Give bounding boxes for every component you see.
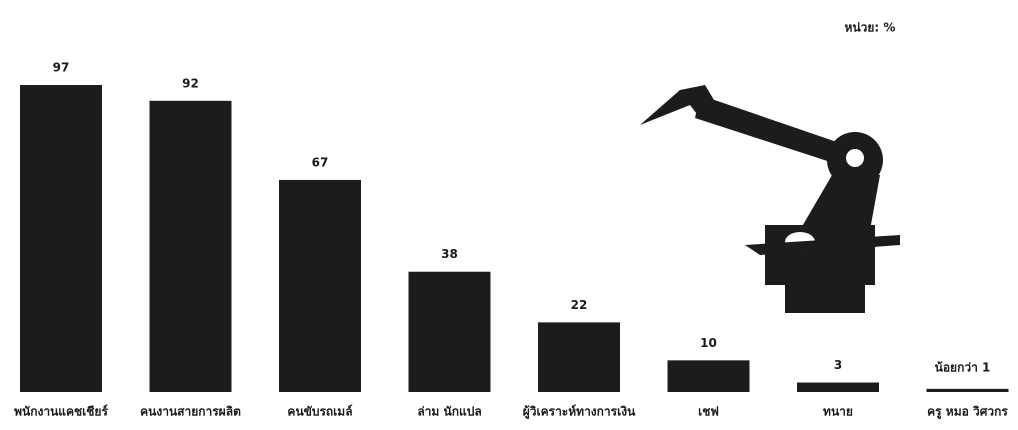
x-tick-label: เชฟ [698,405,719,419]
x-tick-label: ผู้วิเคราะห์ทางการเงิน [523,405,636,420]
robot-illustration [640,85,900,313]
bar [797,382,879,392]
value-label: 97 [53,61,70,75]
x-tick-label: คนขับรถเมล์ [287,405,352,419]
x-tick-label: ล่าม นักแปล [417,405,481,419]
bar [926,388,1009,392]
value-label: น้อยกว่า 1 [935,361,991,375]
unit-label: หน่วย: % [845,21,896,35]
bar [279,179,361,392]
value-label: 3 [834,358,842,372]
value-label: 38 [441,247,458,261]
value-label: 22 [571,298,588,312]
bar [667,360,750,392]
x-tick-label: คนงานสายการผลิต [140,405,241,419]
value-label: 10 [700,336,717,350]
x-tick-label: ครู หมอ วิศวกร [927,405,1008,420]
bar [408,271,491,392]
x-tick-label: พนักงานแคชเชียร์ [14,405,108,419]
bar [20,85,102,392]
value-label: 67 [312,155,329,169]
value-label: 92 [182,76,199,90]
bar [538,322,620,392]
bar [149,100,232,393]
x-tick-label: ทนาย [823,405,853,419]
